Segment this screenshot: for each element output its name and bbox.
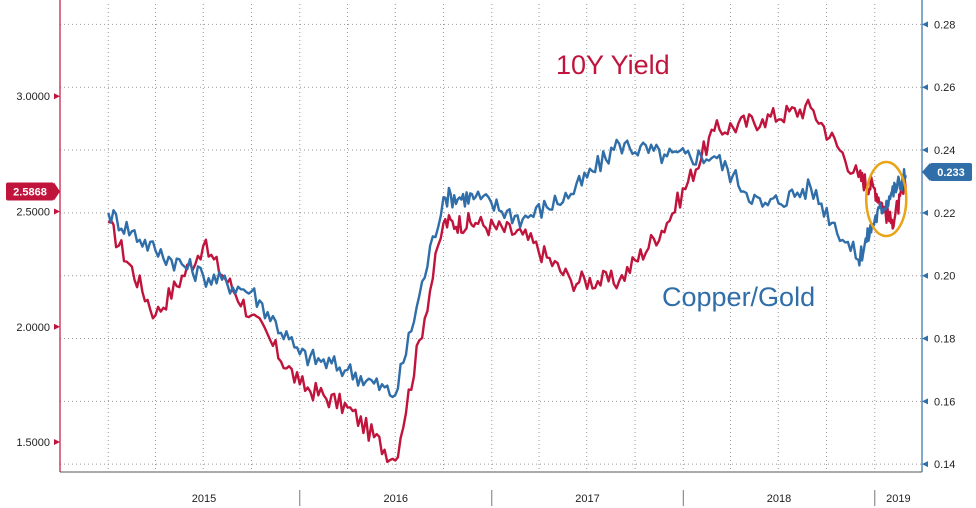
series-lines bbox=[107, 98, 907, 464]
right-tick-label: 0.18 bbox=[934, 334, 955, 346]
left-tick-mark bbox=[54, 439, 60, 446]
series-label-yield: 10Y Yield bbox=[556, 50, 670, 80]
left-tick-label: 2.0000 bbox=[16, 322, 50, 334]
left-tick-mark bbox=[54, 93, 60, 100]
right-tick-mark bbox=[922, 209, 928, 216]
left-tick-label: 3.0000 bbox=[16, 91, 50, 103]
last-value-tag-copper-gold: 0.233 bbox=[922, 163, 972, 182]
right-tick-label: 0.24 bbox=[934, 145, 955, 157]
x-tick-label: 2019 bbox=[886, 493, 910, 505]
left-tick-mark bbox=[54, 208, 60, 215]
x-tick-label: 2018 bbox=[767, 493, 791, 505]
right-tick-mark bbox=[922, 84, 928, 91]
right-tick-label: 0.26 bbox=[934, 82, 955, 94]
axes: 3.0000 2.5000 2.0000 1.5000 0.28 0.26 0.24 0.22… bbox=[16, 0, 955, 506]
series-line-copper-gold bbox=[107, 138, 907, 399]
svg-text:0.233: 0.233 bbox=[937, 167, 965, 179]
right-tick-mark bbox=[922, 461, 928, 468]
series-line-yield bbox=[107, 98, 907, 464]
right-tick-label: 0.14 bbox=[934, 459, 955, 471]
left-tick-label: 2.5000 bbox=[16, 206, 50, 218]
right-tick-label: 0.16 bbox=[934, 396, 955, 408]
right-tick-mark bbox=[922, 398, 928, 405]
right-tick-label: 0.22 bbox=[934, 208, 955, 220]
left-tick-mark bbox=[54, 323, 60, 330]
right-tick-mark bbox=[922, 335, 928, 342]
svg-text:2.5868: 2.5868 bbox=[13, 186, 47, 198]
right-tick-label: 0.20 bbox=[934, 271, 955, 283]
annotation-ellipse bbox=[865, 160, 908, 238]
grid-lines bbox=[60, 4, 923, 472]
right-tick-mark bbox=[922, 147, 928, 154]
right-tick-mark bbox=[922, 21, 928, 28]
x-tick-label: 2016 bbox=[384, 493, 408, 505]
x-tick-label: 2015 bbox=[192, 493, 216, 505]
right-tick-mark bbox=[922, 272, 928, 279]
left-tick-label: 1.5000 bbox=[16, 437, 50, 449]
last-value-tag-yield: 2.5868 bbox=[6, 182, 60, 201]
labels: 10Y Yield Copper/Gold 2.5868 0.233 bbox=[6, 50, 972, 312]
x-tick-label: 2017 bbox=[575, 493, 599, 505]
right-tick-label: 0.28 bbox=[934, 19, 955, 31]
series-label-copper-gold: Copper/Gold bbox=[662, 282, 815, 312]
